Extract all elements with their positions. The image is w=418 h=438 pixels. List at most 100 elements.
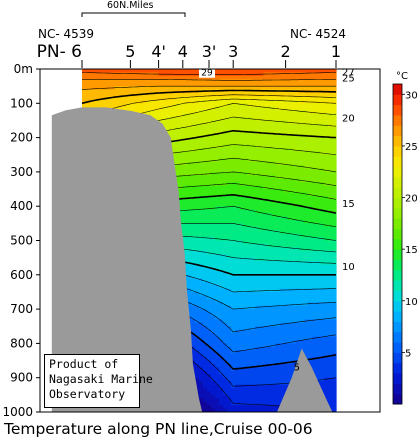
heat-cell (198, 185, 204, 190)
heat-cell (102, 93, 107, 98)
heat-cell (202, 75, 208, 80)
heat-cell (215, 168, 220, 173)
heat-cell (243, 127, 248, 132)
heat-cell (134, 110, 140, 115)
heat-cell (198, 374, 204, 379)
heat-cell (202, 370, 208, 375)
heat-cell (243, 216, 248, 221)
heat-cell (279, 161, 285, 166)
heat-cell (194, 233, 200, 238)
heat-cell (142, 86, 148, 91)
heat-cell (219, 329, 224, 334)
heat-cell (190, 319, 196, 324)
heat-cell (114, 99, 119, 104)
heat-cell (235, 322, 240, 327)
heat-cell (231, 291, 236, 296)
heat-cell (243, 281, 248, 286)
heat-cell (138, 75, 144, 80)
heat-cell (263, 171, 269, 176)
heat-cell (227, 254, 232, 259)
heat-cell (231, 137, 236, 142)
heat-cell (227, 202, 232, 207)
heat-cell (186, 219, 192, 224)
heat-cell (263, 158, 269, 163)
heat-cell (263, 82, 269, 87)
heat-cell (158, 113, 164, 118)
heat-cell (219, 281, 224, 286)
heat-cell (271, 267, 277, 272)
heat-cell (247, 370, 252, 375)
heat-cell (243, 206, 248, 211)
heat-cell (190, 175, 196, 180)
heat-cell (190, 353, 196, 358)
heat-cell (206, 202, 212, 207)
heat-cell (138, 82, 144, 87)
heat-cell (106, 103, 111, 108)
heat-cell (263, 117, 269, 122)
heat-cell (215, 257, 220, 262)
heat-cell (247, 329, 252, 334)
heat-cell (267, 206, 273, 211)
heat-cell (247, 408, 252, 412)
heat-cell (279, 288, 285, 293)
heat-cell (178, 154, 184, 159)
heat-cell (235, 189, 240, 194)
heat-cell (263, 182, 269, 187)
heat-cell (231, 154, 236, 159)
heat-cell (178, 178, 184, 183)
heat-cell (211, 99, 216, 104)
heat-cell (235, 257, 240, 262)
heat-cell (235, 106, 240, 111)
heat-cell (198, 199, 204, 204)
heat-cell (239, 110, 244, 115)
heat-cell (223, 377, 228, 382)
heat-cell (158, 86, 164, 91)
heat-cell (259, 285, 265, 290)
heat-cell (275, 353, 281, 358)
heat-cell (255, 182, 260, 187)
heat-cell (190, 147, 196, 152)
heat-cell (263, 329, 269, 334)
heat-cell (194, 199, 200, 204)
heat-cell (251, 336, 256, 341)
heat-cell (259, 134, 265, 139)
heat-cell (251, 374, 256, 379)
heat-cell (239, 363, 244, 369)
heat-cell (271, 353, 277, 358)
heat-cell (239, 230, 244, 235)
heat-cell (223, 75, 228, 80)
heat-cell (198, 123, 204, 128)
heat-cell (231, 209, 236, 214)
heat-cell (247, 271, 252, 276)
heat-cell (202, 291, 208, 296)
heat-cell (223, 161, 228, 166)
heat-cell (186, 189, 192, 194)
heat-cell (211, 130, 216, 135)
heat-cell (106, 99, 111, 104)
heat-cell (219, 295, 224, 300)
heat-cell (239, 219, 244, 224)
heat-cell (142, 82, 148, 87)
heat-cell (263, 189, 269, 194)
heat-cell (215, 312, 220, 317)
heat-cell (202, 182, 208, 187)
heat-cell (259, 367, 265, 372)
heat-cell (251, 261, 256, 266)
heat-cell (223, 230, 228, 235)
heat-cell (243, 350, 248, 355)
heat-cell (206, 353, 212, 358)
heat-cell (267, 401, 273, 406)
heat-cell (267, 363, 273, 369)
heat-cell (231, 387, 236, 393)
heat-cell (206, 213, 212, 218)
heat-cell (251, 103, 256, 108)
heat-cell (219, 206, 224, 211)
heat-cell (227, 110, 232, 115)
heat-cell (154, 113, 160, 118)
heat-cell (279, 106, 285, 111)
heat-cell (198, 267, 204, 272)
heat-cell (239, 69, 244, 74)
heat-cell (271, 408, 277, 412)
station-label: 4 (178, 42, 188, 61)
heat-cell (243, 398, 248, 403)
